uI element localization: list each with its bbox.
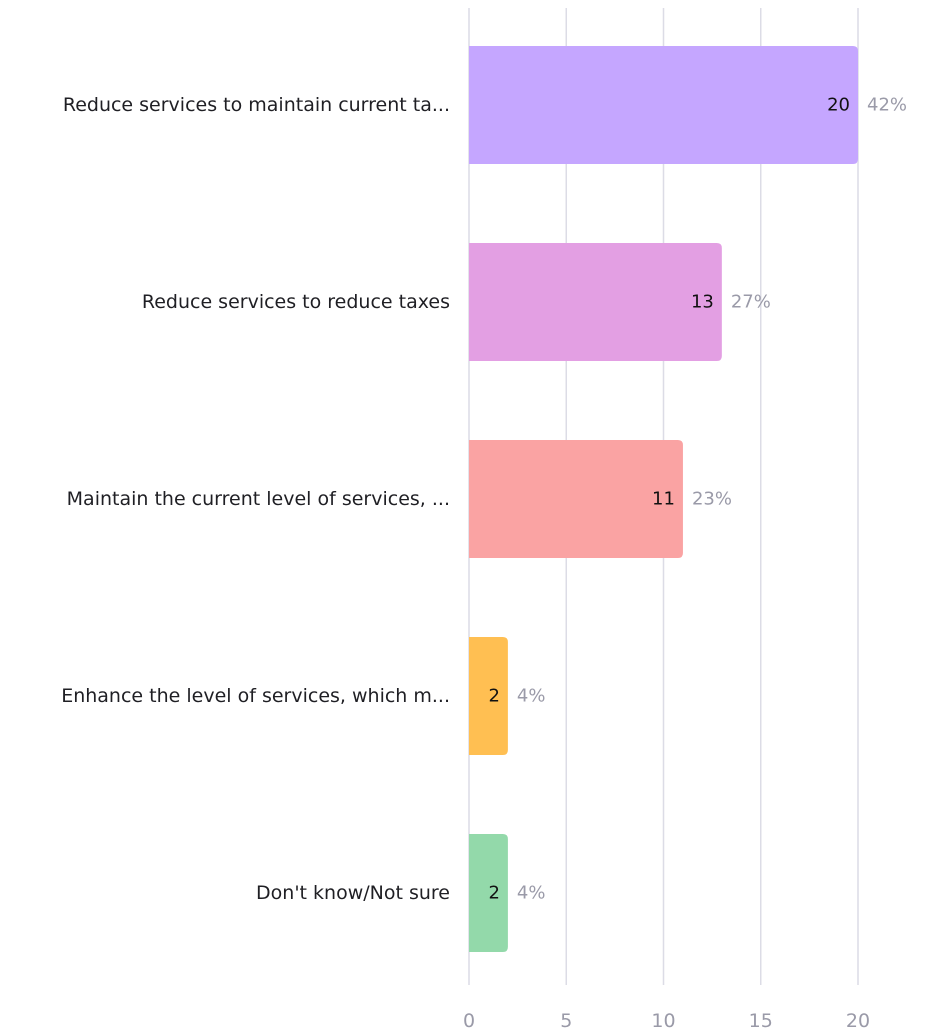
x-tick-label: 15 bbox=[749, 1010, 773, 1031]
bar bbox=[469, 243, 722, 361]
value-labels: 20 42% 13 27% 11 23% 2 4% 2 4% bbox=[488, 95, 907, 904]
category-label: Enhance the level of services, which m..… bbox=[61, 685, 450, 707]
bar-value-label: 2 bbox=[488, 883, 499, 904]
bar bbox=[469, 637, 508, 755]
x-tick-label: 20 bbox=[846, 1010, 870, 1031]
x-tick-label: 10 bbox=[651, 1010, 675, 1031]
bar-percent-label: 4% bbox=[517, 686, 546, 707]
bar-value-label: 20 bbox=[827, 95, 850, 116]
bar bbox=[469, 834, 508, 952]
category-label: Don't know/Not sure bbox=[256, 882, 450, 904]
bar-percent-label: 23% bbox=[692, 489, 732, 510]
bar-percent-label: 42% bbox=[867, 95, 907, 116]
bars bbox=[469, 46, 858, 952]
bar bbox=[469, 46, 858, 164]
category-label: Maintain the current level of services, … bbox=[67, 488, 450, 510]
category-labels: Reduce services to maintain current ta..… bbox=[61, 94, 450, 904]
category-label: Reduce services to maintain current ta..… bbox=[63, 94, 450, 116]
bar-value-label: 11 bbox=[652, 489, 675, 510]
bar bbox=[469, 440, 683, 558]
bar-value-label: 2 bbox=[488, 686, 499, 707]
x-tick-label: 0 bbox=[463, 1010, 475, 1031]
bar-value-label: 13 bbox=[691, 292, 714, 313]
bar-percent-label: 4% bbox=[517, 883, 546, 904]
category-label: Reduce services to reduce taxes bbox=[142, 291, 450, 313]
bar-percent-label: 27% bbox=[731, 292, 771, 313]
x-tick-label: 5 bbox=[560, 1010, 572, 1031]
x-axis-ticks: 0 5 10 15 20 bbox=[463, 1010, 870, 1031]
